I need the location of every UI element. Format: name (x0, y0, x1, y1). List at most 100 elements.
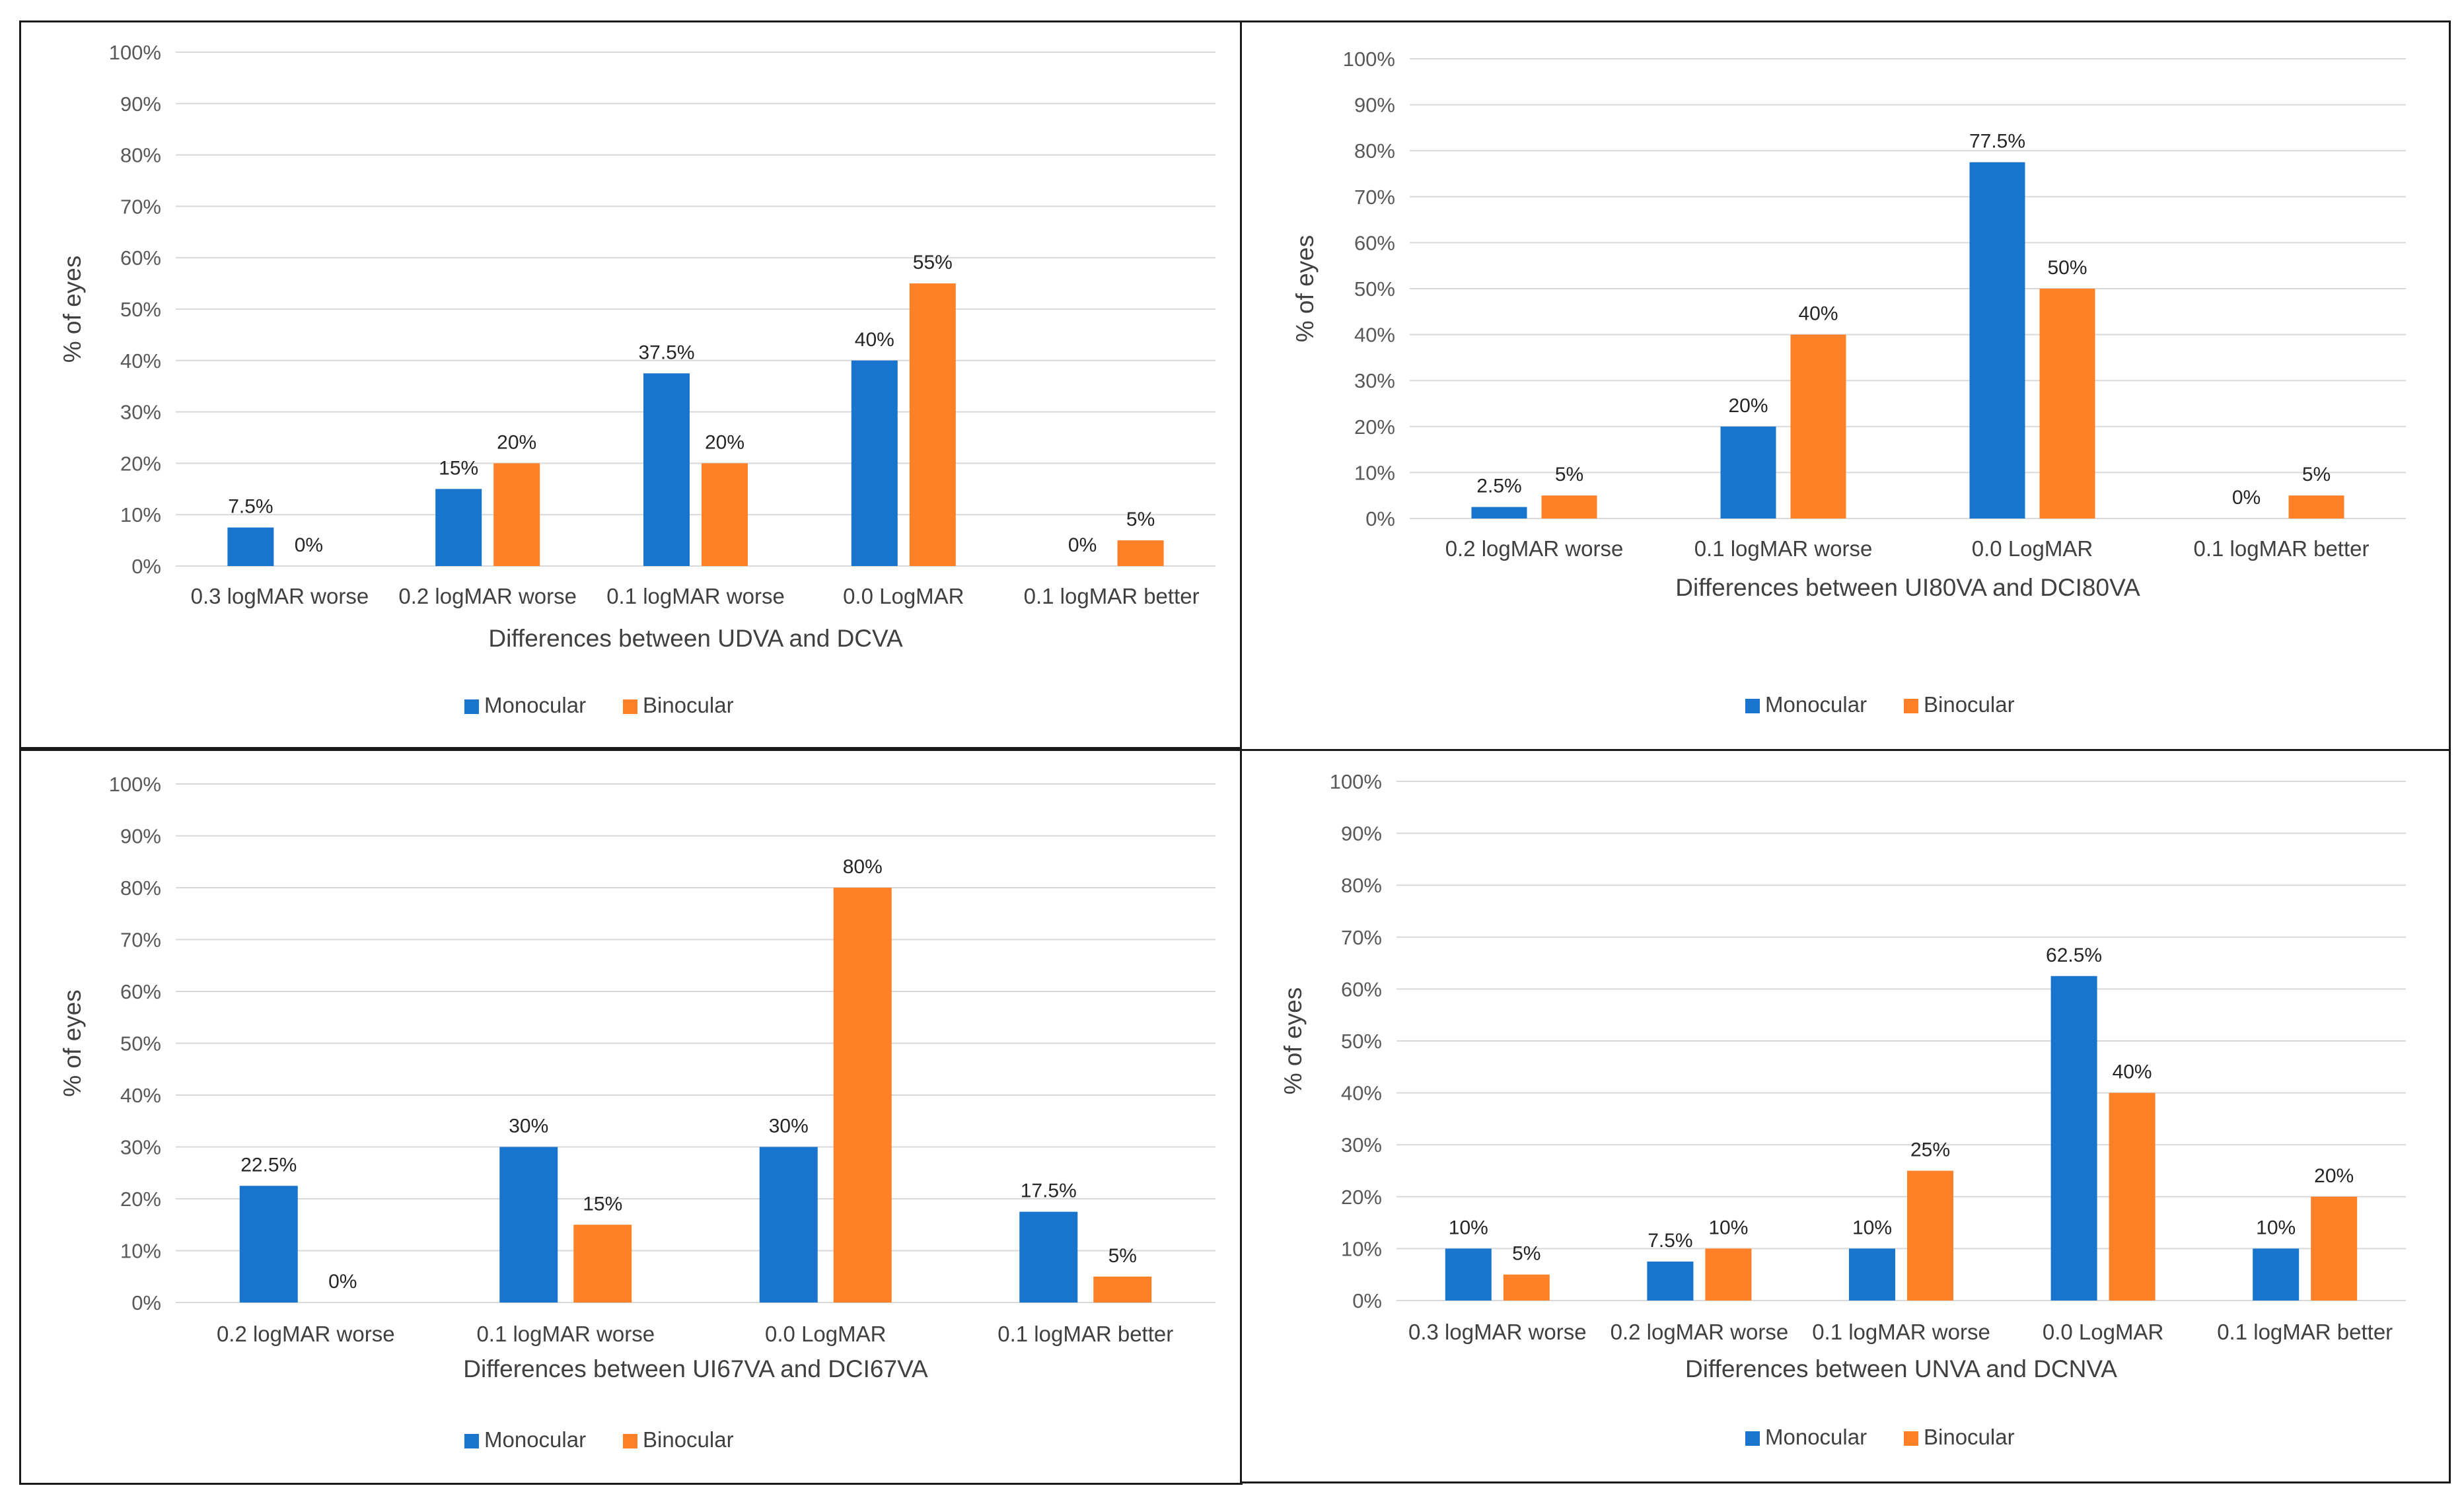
bar-binocular (1117, 540, 1164, 566)
y-tick-label: 70% (120, 195, 161, 218)
data-label: 20% (2314, 1165, 2354, 1187)
y-tick-label: 40% (1354, 324, 1395, 347)
y-tick-label: 80% (120, 876, 161, 900)
bar-binocular (2039, 289, 2095, 518)
x-tick-label: 0.3 logMAR worse (191, 584, 369, 608)
y-axis-title: % of eyes (59, 256, 86, 363)
bar-monocular (1720, 426, 1776, 518)
data-label: 5% (1555, 464, 1583, 485)
bar-binocular (702, 463, 748, 566)
legend-label-binocular: Binocular (643, 1427, 734, 1452)
data-label: 10% (1708, 1217, 1748, 1238)
legend-label-monocular: Monocular (484, 1427, 586, 1452)
bar-monocular (435, 489, 482, 566)
legend-swatch-binocular (1904, 699, 1918, 713)
x-axis-title: Differences between UI67VA and DCI67VA (463, 1355, 928, 1382)
bar-monocular (1471, 507, 1527, 518)
bar-binocular (2109, 1092, 2156, 1301)
data-label: 20% (1728, 395, 1768, 417)
y-tick-label: 10% (120, 503, 161, 526)
data-label: 55% (913, 252, 953, 273)
data-label: 20% (497, 431, 536, 453)
data-label: 37.5% (638, 341, 694, 363)
y-tick-label: 100% (1330, 770, 1382, 793)
y-tick-label: 40% (1341, 1082, 1382, 1105)
bar-monocular (759, 1147, 818, 1302)
bar-binocular (2311, 1196, 2358, 1301)
bar-monocular (643, 373, 690, 566)
y-tick-label: 60% (1341, 978, 1382, 1001)
y-tick-label: 70% (1341, 926, 1382, 949)
x-axis-title: Differences between UDVA and DCVA (488, 625, 903, 652)
legend: Monocular Binocular (464, 693, 734, 717)
y-tick-label: 90% (1341, 822, 1382, 845)
data-label: 5% (1108, 1245, 1137, 1267)
legend-swatch-monocular (1745, 699, 1760, 713)
x-tick-label: 0.1 logMAR worse (1694, 536, 1873, 561)
bar-monocular (1969, 162, 2025, 519)
data-label: 7.5% (1648, 1230, 1692, 1252)
data-label: 17.5% (1021, 1180, 1077, 1202)
x-axis-title: Differences between UI80VA and DCI80VA (1675, 574, 2140, 601)
y-tick-label: 20% (1354, 415, 1395, 439)
bar-binocular (2288, 495, 2344, 518)
data-label: 25% (1910, 1139, 1950, 1161)
data-label: 22.5% (240, 1154, 297, 1176)
data-label: 80% (843, 856, 883, 878)
x-tick-label: 0.0 LogMAR (843, 584, 964, 608)
legend: Monocular Binocular (1745, 1425, 2015, 1449)
x-tick-label: 0.0 LogMAR (765, 1322, 886, 1346)
y-tick-label: 50% (120, 298, 161, 321)
bar-monocular (851, 360, 898, 566)
data-label: 2.5% (1476, 476, 1521, 497)
data-label: 0% (2232, 487, 2261, 509)
legend-label-monocular: Monocular (1765, 692, 1867, 717)
data-label: 7.5% (228, 496, 273, 518)
x-tick-label: 0.0 LogMAR (1972, 536, 2093, 561)
y-tick-label: 50% (1354, 277, 1395, 301)
y-tick-label: 70% (120, 929, 161, 952)
data-label: 0% (1068, 534, 1097, 556)
bar-binocular (1907, 1170, 1953, 1301)
y-tick-label: 100% (1343, 48, 1395, 71)
y-tick-label: 100% (109, 41, 161, 64)
y-tick-label: 20% (120, 1188, 161, 1211)
y-tick-label: 0% (131, 1291, 161, 1314)
y-axis-title: % of eyes (59, 989, 86, 1096)
legend: Monocular Binocular (464, 1427, 734, 1452)
x-tick-label: 0.2 logMAR worse (217, 1322, 395, 1346)
legend-label-binocular: Binocular (643, 693, 734, 717)
bar-monocular (1019, 1211, 1078, 1302)
y-tick-label: 10% (120, 1240, 161, 1263)
legend-swatch-binocular (1904, 1431, 1918, 1446)
legend-label-monocular: Monocular (1765, 1425, 1867, 1449)
bar-binocular (1503, 1274, 1550, 1301)
y-tick-label: 60% (1354, 231, 1395, 254)
bar-monocular (2050, 976, 2097, 1301)
bar-binocular (1790, 334, 1846, 518)
y-tick-label: 20% (1341, 1186, 1382, 1209)
legend-label-monocular: Monocular (484, 693, 586, 717)
y-tick-label: 90% (120, 825, 161, 848)
bar-monocular (499, 1147, 558, 1302)
y-tick-label: 90% (1354, 94, 1395, 117)
x-tick-label: 0.1 logMAR better (1024, 584, 1200, 608)
bar-binocular (909, 283, 956, 566)
x-tick-label: 0.3 logMAR worse (1408, 1320, 1587, 1344)
bar-monocular (2253, 1248, 2300, 1301)
data-label: 10% (1852, 1217, 1892, 1238)
bar-binocular (493, 463, 540, 566)
chart-udva-svg: 0% 10% 20% 30% 40% 50% 60% 70% 80% 90% 100% 7.5% 0% 0… (59, 41, 1215, 717)
bar-monocular (227, 527, 274, 566)
data-label: 5% (1126, 509, 1155, 530)
x-tick-label: 0.1 logMAR worse (606, 584, 785, 608)
legend-label-binocular: Binocular (1924, 1425, 2015, 1449)
x-tick-label: 0.0 LogMAR (2043, 1320, 2163, 1344)
y-tick-label: 40% (120, 1084, 161, 1107)
y-tick-label: 30% (1341, 1133, 1382, 1157)
data-label: 20% (705, 431, 744, 453)
chart-panel-ui80va: 0% 10% 20% 30% 40% 50% 60% 70% 80% 90% 100% 2.5% 5% 0… (1240, 20, 2451, 751)
y-tick-label: 90% (120, 92, 161, 116)
chart-ui80va-svg: 0% 10% 20% 30% 40% 50% 60% 70% 80% 90% 100% 2.5% 5% 0… (1291, 48, 2406, 717)
data-label: 40% (855, 329, 894, 351)
